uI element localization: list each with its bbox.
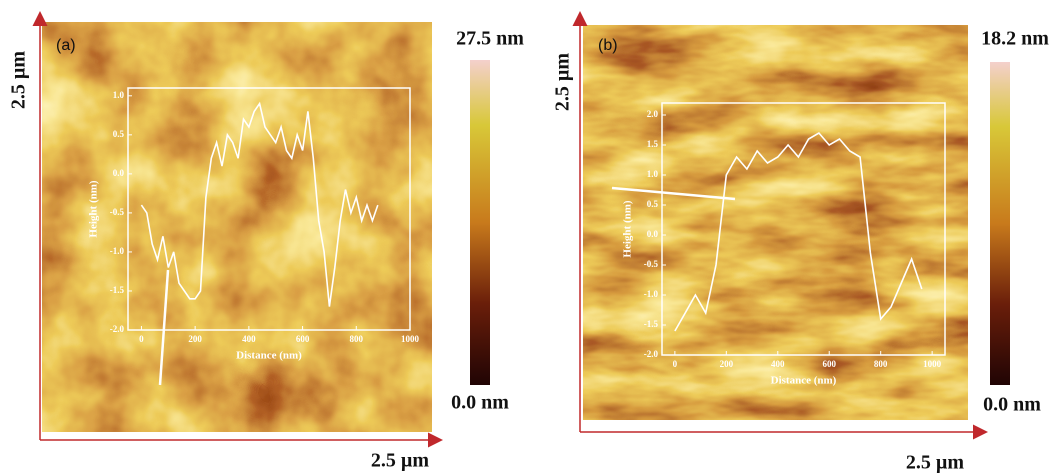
scale-y: 2.5 µm — [8, 51, 30, 110]
colorbar — [470, 60, 490, 385]
y-tick-label: 2.0 — [647, 109, 659, 119]
x-tick-label: 200 — [720, 359, 734, 369]
x-tick-label: 600 — [296, 334, 310, 344]
colorbar-min: 0.0 nm — [983, 394, 1041, 416]
y-tick-label: -0.5 — [644, 259, 659, 269]
scale-x: 2.5 µm — [371, 450, 430, 472]
x-tick-label: 400 — [771, 359, 785, 369]
x-tick-label: 1000 — [923, 359, 942, 369]
x-tick-label: 0 — [673, 359, 678, 369]
x-tick-label: 1000 — [401, 334, 420, 344]
colorbar-min: 0.0 nm — [451, 392, 509, 414]
y-tick-label: 0.0 — [113, 168, 125, 178]
colorbar — [990, 62, 1010, 385]
y-tick-label: -0.5 — [110, 207, 125, 217]
scale-x: 2.5 µm — [906, 452, 965, 474]
y-tick-label: -1.0 — [644, 289, 659, 299]
colorbar-max: 27.5 nm — [456, 28, 524, 50]
y-axis-label: Height (nm) — [622, 200, 634, 257]
x-tick-label: 600 — [822, 359, 836, 369]
y-axis-label: Height (nm) — [88, 180, 100, 237]
y-tick-label: -1.0 — [110, 246, 125, 256]
y-tick-label: 0.5 — [113, 129, 125, 139]
x-axis-label: Distance (nm) — [771, 375, 837, 387]
y-tick-label: 0.0 — [647, 229, 659, 239]
colorbar-max: 18.2 nm — [981, 28, 1049, 50]
y-tick-label: 1.0 — [647, 169, 659, 179]
y-tick-label: -1.5 — [644, 319, 659, 329]
page: {"chart_data": [ {"type": "line", "panel… — [0, 0, 1064, 476]
x-tick-label: 800 — [874, 359, 888, 369]
x-tick-label: 200 — [188, 334, 202, 344]
x-tick-label: 800 — [350, 334, 364, 344]
panel-label: (b) — [598, 37, 618, 54]
afm-image — [42, 22, 432, 432]
y-tick-label: -1.5 — [110, 285, 125, 295]
panel-label: (a) — [56, 37, 76, 54]
figure: (a) 27.5 nm 0.0 nm 2.5 µm 2.5 µm (b) 18.… — [0, 0, 1064, 476]
x-tick-label: 400 — [242, 334, 256, 344]
y-tick-label: 1.0 — [113, 90, 125, 100]
y-tick-label: -2.0 — [644, 349, 659, 359]
x-tick-label: 0 — [139, 334, 144, 344]
scale-y: 2.5 µm — [552, 53, 574, 112]
x-axis-label: Distance (nm) — [236, 350, 302, 362]
y-tick-label: -2.0 — [110, 324, 125, 334]
y-tick-label: 0.5 — [647, 199, 659, 209]
y-tick-label: 1.5 — [647, 139, 659, 149]
